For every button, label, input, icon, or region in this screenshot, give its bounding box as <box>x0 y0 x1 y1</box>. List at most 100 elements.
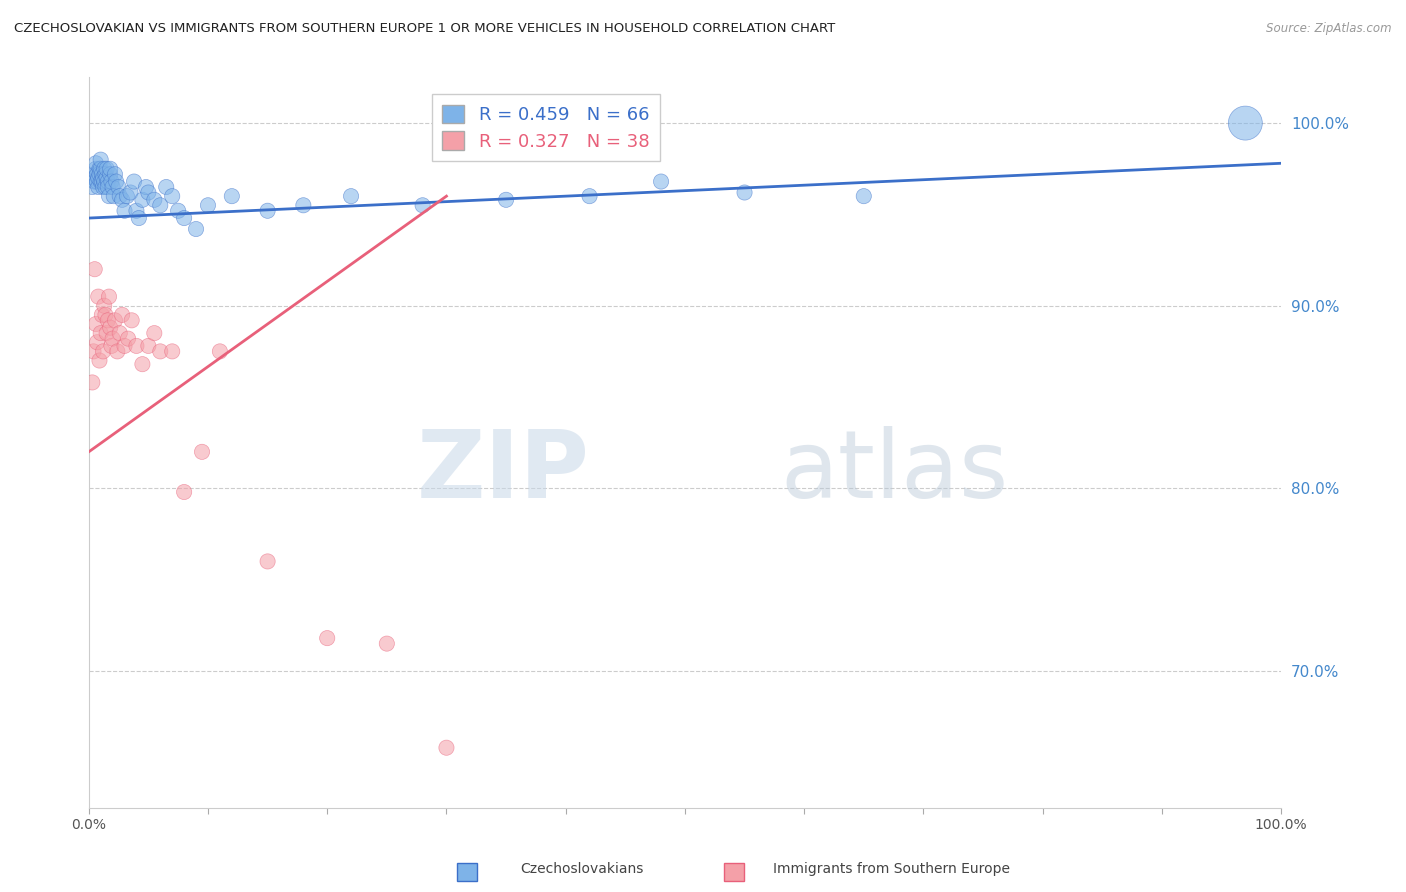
Point <box>114 339 136 353</box>
Point <box>104 167 127 181</box>
Point <box>91 170 114 185</box>
Point <box>90 308 112 322</box>
Point <box>89 161 111 176</box>
Point <box>94 180 117 194</box>
Point <box>436 740 458 755</box>
Point <box>86 335 108 350</box>
Point <box>86 175 108 189</box>
Point <box>94 167 117 181</box>
Point <box>173 211 195 225</box>
Point <box>86 167 108 181</box>
Point <box>120 186 142 200</box>
Point <box>149 198 172 212</box>
Point <box>100 339 122 353</box>
Point <box>131 193 153 207</box>
Point <box>93 299 115 313</box>
Point <box>84 156 107 170</box>
Point <box>98 320 121 334</box>
Point <box>83 175 105 189</box>
Point <box>83 344 105 359</box>
Point <box>101 332 124 346</box>
Point <box>104 313 127 327</box>
Point <box>96 161 118 176</box>
Point <box>94 308 117 322</box>
Text: Czechoslovakians: Czechoslovakians <box>520 862 644 876</box>
Point <box>87 180 110 194</box>
Point <box>138 339 160 353</box>
Point <box>84 161 107 176</box>
Point <box>90 167 112 181</box>
Point <box>90 326 112 340</box>
Point <box>111 308 134 322</box>
Point <box>98 161 121 176</box>
Point <box>90 175 112 189</box>
Point <box>375 637 398 651</box>
Point <box>97 180 120 194</box>
Point <box>105 344 128 359</box>
Point <box>578 189 600 203</box>
Point <box>208 344 231 359</box>
Point <box>90 153 112 167</box>
Point <box>98 189 121 203</box>
Point <box>131 357 153 371</box>
Point <box>111 193 134 207</box>
Point <box>121 313 143 327</box>
Text: atlas: atlas <box>780 426 1008 518</box>
Point <box>98 290 121 304</box>
Point <box>83 167 105 181</box>
Point <box>650 175 672 189</box>
Point <box>256 203 278 218</box>
Point <box>96 170 118 185</box>
Point <box>91 344 114 359</box>
Point <box>83 262 105 277</box>
Point <box>852 189 875 203</box>
Text: Immigrants from Southern Europe: Immigrants from Southern Europe <box>773 862 1011 876</box>
Point <box>122 175 145 189</box>
Point <box>155 180 177 194</box>
Point <box>495 193 517 207</box>
Text: ZIP: ZIP <box>416 426 589 518</box>
Point <box>108 189 131 203</box>
Point <box>91 180 114 194</box>
Point <box>97 313 120 327</box>
Point <box>184 222 207 236</box>
Point <box>114 203 136 218</box>
Point <box>100 175 122 189</box>
Point <box>135 180 157 194</box>
Point <box>125 339 148 353</box>
Point <box>167 203 190 218</box>
Point <box>734 186 756 200</box>
Point <box>340 189 363 203</box>
Point <box>125 203 148 218</box>
Point <box>160 344 183 359</box>
Point <box>87 290 110 304</box>
Point <box>87 170 110 185</box>
Point <box>1234 116 1257 130</box>
Point <box>84 317 107 331</box>
Point <box>173 485 195 500</box>
Point <box>90 175 112 189</box>
Point <box>108 326 131 340</box>
Point <box>82 180 104 194</box>
Point <box>82 376 104 390</box>
Point <box>412 198 434 212</box>
Point <box>138 186 160 200</box>
Point <box>115 189 138 203</box>
Point <box>256 554 278 568</box>
Point <box>143 326 166 340</box>
Text: Source: ZipAtlas.com: Source: ZipAtlas.com <box>1267 22 1392 36</box>
Point <box>221 189 243 203</box>
Point <box>96 326 118 340</box>
Point <box>117 332 139 346</box>
Text: CZECHOSLOVAKIAN VS IMMIGRANTS FROM SOUTHERN EUROPE 1 OR MORE VEHICLES IN HOUSEHO: CZECHOSLOVAKIAN VS IMMIGRANTS FROM SOUTH… <box>14 22 835 36</box>
Point <box>98 167 121 181</box>
Point <box>90 161 112 176</box>
Point <box>149 344 172 359</box>
Point <box>105 175 128 189</box>
Point <box>160 189 183 203</box>
Point <box>89 353 111 368</box>
Point <box>89 167 111 181</box>
Point <box>107 180 129 194</box>
Legend: R = 0.459   N = 66, R = 0.327   N = 38: R = 0.459 N = 66, R = 0.327 N = 38 <box>432 94 659 161</box>
Point <box>316 631 339 645</box>
